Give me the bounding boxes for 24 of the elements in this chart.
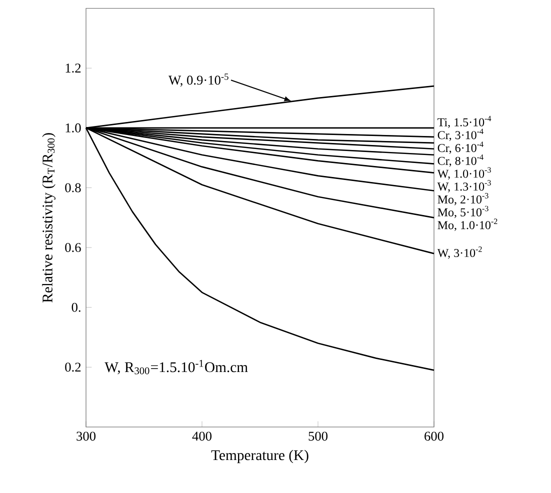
annotation: W, R$_{300}$=1.5.10$^{-1}$Om.cm xyxy=(104,360,248,374)
x-axis-title: Temperature (K) xyxy=(211,450,308,464)
series-label: Ti, 1.5·10$^{-4}$ xyxy=(438,116,492,128)
series-label: W, 1.3·10$^{-3}$ xyxy=(437,180,491,192)
y-axis-title: Relative resistivity (R$_{T}$/R$_{300}$) xyxy=(42,133,56,302)
y-tick-label: 0.6 xyxy=(65,243,81,252)
x-tick-label: 500 xyxy=(308,432,328,441)
annotation: W, 0.9·10$^{-5}$ xyxy=(168,74,228,87)
y-tick-label: 0.8 xyxy=(65,183,81,192)
series-label: Mo, 5·10$^{-3}$ xyxy=(438,206,488,218)
series-label: Cr, 3·10$^{-4}$ xyxy=(438,128,484,141)
y-tick-label: 1.0 xyxy=(66,123,81,132)
series-label: Cr, 8·10$^{-4}$ xyxy=(438,154,484,167)
series-label: Cr, 6·10$^{-4}$ xyxy=(438,142,484,154)
x-tick-label: 600 xyxy=(424,432,444,441)
y-tick-label: 1.2 xyxy=(66,64,81,73)
y-tick-label: 0. xyxy=(72,302,80,312)
series-label: W, 3·10$^{-2}$ xyxy=(437,246,482,259)
series-label: Mo, 1.0·10$^{-2}$ xyxy=(438,218,498,231)
series-label: W, 1.0·10$^{-3}$ xyxy=(437,167,491,180)
x-tick-label: 300 xyxy=(76,432,96,441)
x-tick-label: 400 xyxy=(192,432,212,441)
y-tick-label: 0.2 xyxy=(65,362,81,372)
series-label: Mo, 2·10$^{-3}$ xyxy=(438,192,488,206)
